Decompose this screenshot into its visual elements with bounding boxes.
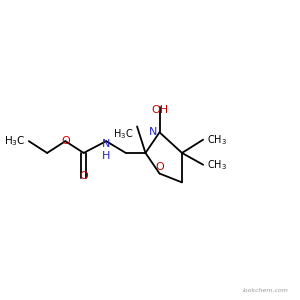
Text: CH$_3$: CH$_3$ xyxy=(207,158,227,172)
Text: CH$_3$: CH$_3$ xyxy=(207,133,227,147)
Text: O: O xyxy=(61,136,70,146)
Text: O: O xyxy=(79,172,88,182)
Text: lookchem.com: lookchem.com xyxy=(243,288,289,293)
Text: H$_3$C: H$_3$C xyxy=(4,134,26,148)
Text: N
H: N H xyxy=(102,139,110,161)
Text: N: N xyxy=(149,127,158,137)
Text: O: O xyxy=(155,162,164,172)
Text: OH: OH xyxy=(151,105,168,115)
Text: H$_3$C: H$_3$C xyxy=(112,127,133,141)
